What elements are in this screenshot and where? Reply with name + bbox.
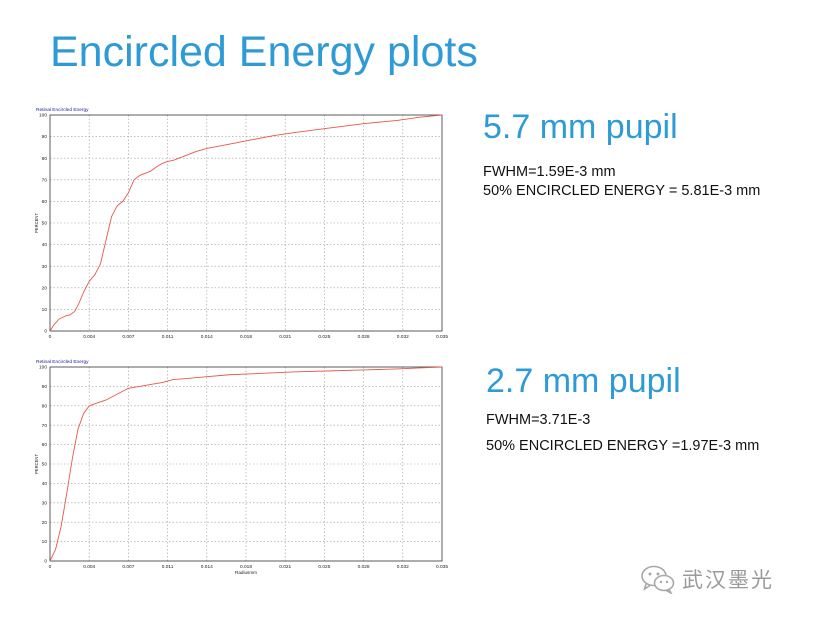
x-tick-label: 0.004: [83, 564, 95, 570]
encircled-energy-stat-2-7mm: 50% ENCIRCLED ENERGY =1.97E-3 mm: [486, 438, 760, 454]
x-tick-label: 0.011: [162, 334, 174, 340]
x-tick-label: 0.014: [201, 334, 213, 340]
y-tick-label: 60: [42, 199, 48, 205]
y-tick-label: 0: [44, 559, 47, 565]
x-tick-label: 0.007: [122, 564, 134, 570]
x-tick-label: 0.035: [436, 564, 448, 570]
plot-frame: [49, 114, 443, 332]
y-tick-label: 70: [42, 423, 48, 429]
x-tick-label: 0.004: [83, 334, 95, 340]
y-tick-label: 70: [42, 177, 48, 183]
y-tick-label: 0: [44, 329, 47, 335]
y-tick-label: 30: [42, 500, 48, 506]
y-tick-label: 10: [42, 307, 48, 313]
x-tick-label: 0.007: [122, 334, 134, 340]
y-axis-label: PERCENT: [34, 213, 39, 233]
x-tick-label: 0.014: [201, 564, 213, 570]
x-axis-label: Radiusmm: [235, 570, 257, 575]
encircled-energy-stat-5-7mm: 50% ENCIRCLED ENERGY = 5.81E-3 mm: [483, 183, 761, 199]
x-tick-label: 0: [49, 334, 52, 340]
x-tick-label: 0.028: [358, 334, 370, 340]
x-tick-label: 0.025: [318, 564, 330, 570]
encircled-energy-chart-5-7mm: 0 0.004 0.007 0.011 0.014 0.018 0.021 0.025 0.02…: [34, 107, 448, 340]
y-tick-label: 10: [42, 539, 48, 545]
wechat-icon: [641, 565, 675, 594]
y-tick-label: 80: [42, 403, 48, 409]
encircled-energy-chart-2-7mm: 0 0.004 0.007 0.011 0.014 0.018 0.021 0.025 0.02…: [34, 359, 448, 575]
chart-title: Retinal Encircled Energy: [36, 359, 89, 365]
encircled-energy-curve: [49, 366, 443, 562]
x-tick-label: 0.021: [279, 334, 291, 340]
plot-frame: [49, 366, 443, 562]
y-tick-label: 80: [42, 156, 48, 162]
y-tick-label: 20: [42, 285, 48, 291]
y-axis-label: PERCENT: [34, 454, 39, 474]
watermark: 武汉墨光: [640, 562, 774, 596]
y-tick-label: 20: [42, 520, 48, 526]
x-tick-label: 0.021: [279, 564, 291, 570]
x-tick-label: 0.025: [318, 334, 330, 340]
y-tick-label: 30: [42, 264, 48, 270]
pupil-heading-5-7mm: 5.7 mm pupil: [483, 108, 678, 146]
x-tick-label: 0.032: [397, 334, 409, 340]
pupil-heading-2-7mm: 2.7 mm pupil: [486, 362, 681, 400]
fwhm-stat-2-7mm: FWHM=3.71E-3: [486, 412, 591, 428]
slide-title: Encircled Energy plots: [50, 28, 478, 76]
y-tick-label: 90: [42, 384, 48, 390]
x-tick-label: 0: [49, 564, 52, 570]
y-tick-label: 50: [42, 462, 48, 468]
encircled-energy-curve: [49, 114, 443, 332]
chart-title: Retinal Encircled Energy: [36, 107, 89, 113]
y-tick-label: 60: [42, 442, 48, 448]
x-tick-label: 0.035: [436, 334, 448, 340]
y-tick-label: 50: [42, 221, 48, 227]
x-tick-label: 0.018: [240, 564, 252, 570]
x-tick-label: 0.028: [358, 564, 370, 570]
watermark-text: 武汉墨光: [682, 568, 774, 592]
y-tick-label: 40: [42, 481, 48, 487]
x-tick-label: 0.011: [162, 564, 174, 570]
x-tick-label: 0.032: [397, 564, 409, 570]
fwhm-stat-5-7mm: FWHM=1.59E-3 mm: [483, 164, 616, 180]
y-tick-label: 100: [39, 113, 47, 119]
y-tick-label: 40: [42, 242, 48, 248]
x-tick-label: 0.018: [240, 334, 252, 340]
y-tick-label: 100: [39, 365, 47, 371]
y-tick-label: 90: [42, 134, 48, 140]
